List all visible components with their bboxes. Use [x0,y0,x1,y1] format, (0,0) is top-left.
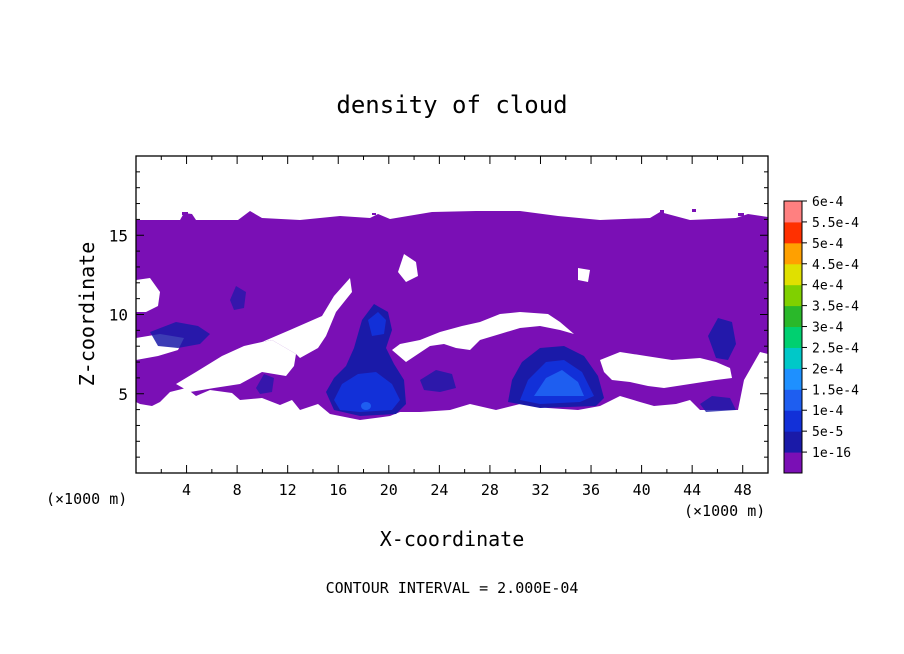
core-32-36-peak [534,370,584,396]
cloud-cores [150,286,736,416]
colorbar-swatch [784,431,802,453]
colorbar-label: 1e-16 [812,446,851,461]
colorbar-swatch [784,452,802,474]
colorbar-label: 5e-4 [812,237,843,252]
colorbar-swatch [784,221,802,244]
x-tick-label: 4 [182,481,191,499]
x-tick-label: 32 [531,481,549,499]
y-axis-label: Z-coordinate [75,242,99,387]
plot-area [136,209,768,420]
core-right [708,318,736,360]
colorbar-label: 1.5e-4 [812,383,859,398]
x-tick-label: 36 [582,481,600,499]
x-unit-right: (×1000 m) [684,502,765,520]
core-10 [256,374,274,394]
core-mid-level [150,322,210,348]
colorbar-frame [783,200,803,474]
colorbar-swatch [784,284,802,307]
gap-center-left [262,278,352,358]
speck [372,213,376,215]
gap-center [392,312,574,362]
core-16-20-top [368,312,386,336]
x-tick-label: 44 [683,481,701,499]
chart-title: density of cloud [336,91,567,119]
colorbar-label: 2e-4 [812,362,843,377]
gap-upper-mid [398,254,418,282]
contour-interval-label: CONTOUR INTERVAL = 2.000E-04 [326,579,579,597]
x-tick-label: 48 [734,481,752,499]
y-tick-label: 10 [109,306,128,325]
cloud-specks [182,209,744,216]
colorbar-swatch [784,410,802,432]
x-tick-label: 28 [481,481,499,499]
colorbar-swatch [784,389,802,411]
colorbar-label: 3e-4 [812,321,843,336]
speck [692,209,696,212]
colorbar-swatch [784,305,802,328]
colorbar-label: 2.5e-4 [812,341,859,356]
colorbar-swatch [784,368,802,390]
colorbar-swatch [784,347,802,369]
colorbar-swatch [784,242,802,265]
cloud-gaps [136,254,732,392]
x-tick-label: 40 [633,481,651,499]
y-tick-label: 15 [109,226,128,245]
colorbar-label: 1e-4 [812,404,843,419]
gap-left-lower [176,340,296,392]
gap-upper-right [578,268,590,282]
colorbar-label: 3.5e-4 [812,300,859,315]
colorbar-swatch [784,263,802,286]
colorbar-label: 5.5e-4 [812,216,859,231]
gap-right [600,352,732,388]
core-16-20-peak [361,402,371,410]
y-tick-label: 5 [118,385,128,404]
x-axis: 4 8 12 16 20 24 28 32 36 40 44 48 [160,156,752,499]
gap-left-upper [136,278,160,312]
colorbar-swatch [784,201,802,223]
core-24 [420,370,456,392]
core-8 [230,286,246,310]
colorbar: 1e-16 5e-5 1e-4 1.5e-4 2e-4 2.5e-4 3e-4 3.5e-4 4… [783,195,859,474]
colorbar-label: 5e-5 [812,425,843,440]
x-tick-label: 20 [380,481,398,499]
speck [660,210,664,213]
x-tick-label: 24 [430,481,448,499]
speck [182,212,188,215]
speck [738,213,744,216]
core-16-20-inner [334,372,400,412]
y-axis: 5 10 15 [109,171,768,458]
colorbar-swatch [784,326,802,348]
x-axis-label: X-coordinate [380,527,525,551]
cloud-field [136,209,768,420]
x-tick-label: 8 [233,481,242,499]
x-tick-label: 12 [279,481,297,499]
core-right-low [700,396,736,412]
colorbar-label: 4e-4 [812,279,843,294]
colorbar-label: 4.5e-4 [812,258,859,273]
x-tick-label: 16 [329,481,347,499]
x-unit-left: (×1000 m) [46,490,127,508]
colorbar-label: 6e-4 [812,195,843,210]
